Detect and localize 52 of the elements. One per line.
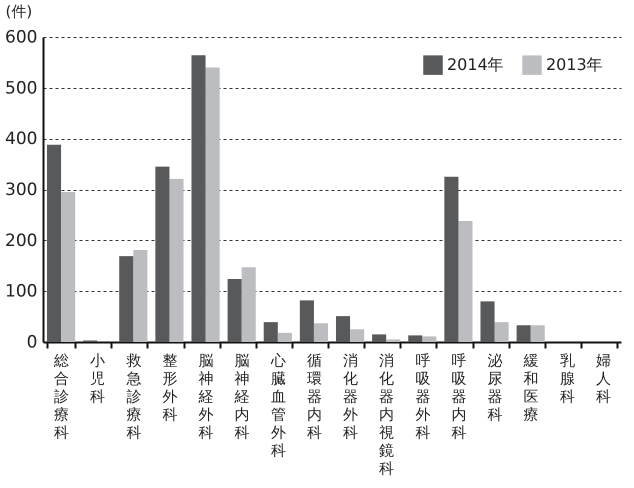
bar xyxy=(206,68,220,342)
bar xyxy=(350,329,364,342)
bar xyxy=(372,334,386,342)
y-tick-label: 200 xyxy=(5,230,38,251)
y-tick-label: 500 xyxy=(5,78,38,98)
bar xyxy=(336,316,350,342)
x-tick-label: 呼吸器外科 xyxy=(415,352,430,442)
bar xyxy=(155,166,170,342)
x-tick-label: 脳神経外科 xyxy=(198,352,214,442)
bar xyxy=(46,144,62,342)
bar xyxy=(386,339,400,342)
y-tick-label: 100 xyxy=(5,282,38,302)
x-tick-label: 婦人科 xyxy=(596,352,611,406)
x-tick-label: 脳神経内科 xyxy=(234,352,250,442)
bar xyxy=(278,332,292,342)
x-tick-label: 小児科 xyxy=(90,352,106,406)
x-tick-label: 乳腺科 xyxy=(560,352,575,406)
bar xyxy=(133,250,148,342)
x-tick-label: 消化器外科 xyxy=(343,352,358,442)
bar xyxy=(516,325,531,342)
x-tick-label: 総合診療科 xyxy=(53,352,70,442)
x-tick-label: 整形外科 xyxy=(162,352,178,424)
legend-label: 2014年 xyxy=(447,55,504,74)
y-tick-label: 300 xyxy=(5,180,38,200)
bar xyxy=(300,300,314,342)
x-tick-label: 循環器内科 xyxy=(306,352,322,442)
y-tick-label: 0 xyxy=(26,332,38,352)
bar xyxy=(61,192,76,342)
bar xyxy=(494,322,509,342)
bar xyxy=(480,301,495,342)
x-tick-label: 消化器内視鏡科 xyxy=(379,352,394,478)
bar xyxy=(530,325,545,342)
x-tick-label: 緩和医療 xyxy=(522,352,539,424)
x-tick-label: 救急診療科 xyxy=(125,352,142,442)
bar xyxy=(169,178,184,342)
y-tick-label: 400 xyxy=(5,129,38,150)
x-tick-label: 心臓血管外科 xyxy=(270,352,286,460)
bar xyxy=(314,323,328,342)
bar xyxy=(119,256,134,342)
x-tick-label: 泌尿器科 xyxy=(488,352,503,424)
bar xyxy=(264,322,278,342)
bar xyxy=(458,221,473,342)
bar xyxy=(422,336,436,342)
bar xyxy=(242,267,256,342)
y-axis-title: (件) xyxy=(6,2,32,20)
bar xyxy=(228,278,242,342)
bar xyxy=(444,176,458,342)
bar xyxy=(408,335,422,342)
x-tick-label: 呼吸器内科 xyxy=(451,352,466,442)
legend-label: 2013年 xyxy=(546,55,603,74)
y-tick-label: 600 xyxy=(5,28,38,48)
bar xyxy=(191,55,206,342)
